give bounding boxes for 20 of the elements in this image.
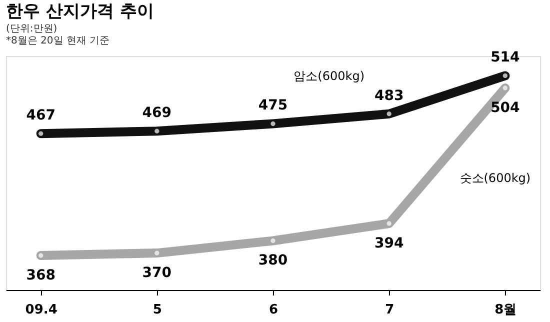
data-label: 483	[374, 88, 404, 104]
data-label: 370	[142, 265, 172, 282]
text: *8월은 20일 현재 기준	[6, 36, 110, 47]
x-tick-label: 5	[152, 302, 162, 318]
data-label: 368	[26, 268, 56, 284]
data-label: 380	[258, 252, 288, 269]
series-label: 숫소(600kg)	[460, 171, 531, 186]
chart-title: 한우 산지가격 추이	[6, 2, 154, 22]
x-tick-label: 8월	[494, 302, 517, 318]
text: 암소(600kg)	[294, 68, 365, 83]
data-label: 469	[142, 105, 172, 122]
text: (단위:만원)	[6, 24, 58, 35]
x-tick-label: 7	[385, 302, 394, 318]
data-label: 394	[374, 235, 404, 252]
data-label: 514	[490, 50, 520, 66]
data-label: 504	[490, 100, 520, 116]
data-label: 467	[26, 108, 56, 124]
x-tick-label: 6	[268, 302, 278, 318]
data-label: 475	[258, 98, 288, 114]
x-tick-label: 09.4	[25, 302, 58, 318]
